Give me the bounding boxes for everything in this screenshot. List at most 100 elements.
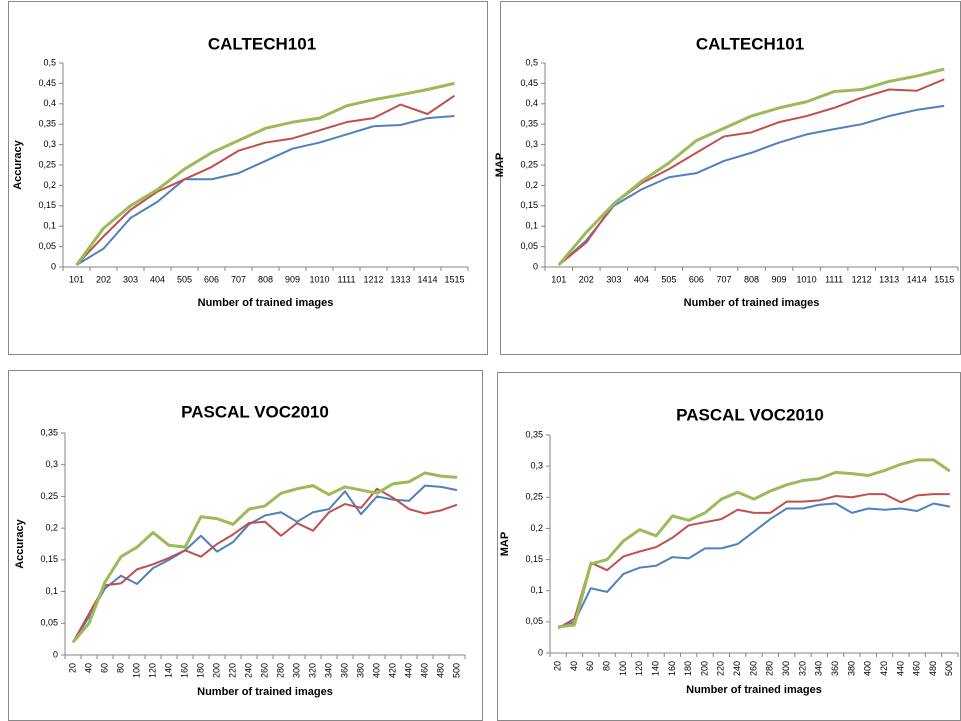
x-tick-label: 20 — [67, 663, 77, 673]
x-tick-label: 460 — [912, 661, 922, 676]
x-tick-label: 480 — [928, 661, 938, 676]
x-axis-title: Number of trained images — [686, 684, 822, 696]
x-tick-label: 606 — [204, 274, 219, 284]
x-tick-label: 1515 — [444, 274, 464, 284]
y-tick-label: 0,1 — [525, 221, 538, 231]
x-tick-label: 1414 — [417, 274, 437, 284]
y-axis-title: Accuracy — [14, 518, 26, 568]
y-tick-label: 0,15 — [520, 200, 538, 210]
y-tick-label: 0,25 — [520, 159, 538, 169]
y-tick-label: 0,1 — [530, 585, 543, 595]
x-tick-label: 1313 — [879, 274, 899, 284]
y-tick-label: 0,15 — [525, 554, 543, 564]
x-tick-label: 909 — [772, 274, 787, 284]
x-tick-label: 140 — [163, 663, 173, 678]
x-axis-title: Number of trained images — [197, 686, 333, 698]
x-tick-label: 160 — [179, 663, 189, 678]
y-tick-label: 0,3 — [43, 139, 56, 149]
x-axis-title: Number of trained images — [684, 297, 820, 309]
y-tick-label: 0,25 — [40, 491, 58, 501]
y-tick-label: 0,5 — [525, 57, 538, 67]
chart-title: PASCAL VOC2010 — [181, 402, 329, 421]
x-tick-label: 120 — [634, 661, 644, 676]
x-tick-label: 500 — [944, 661, 954, 676]
series-line — [557, 493, 950, 629]
y-axis-title: MAP — [494, 153, 506, 177]
y-tick-label: 0,35 — [520, 119, 538, 129]
x-tick-label: 303 — [123, 274, 138, 284]
x-tick-label: 440 — [403, 663, 413, 678]
y-tick-label: 0,15 — [38, 200, 56, 210]
x-tick-label: 260 — [259, 663, 269, 678]
x-tick-label: 100 — [131, 663, 141, 678]
y-tick-label: 0 — [533, 261, 538, 271]
x-tick-label: 80 — [115, 663, 125, 673]
y-tick-label: 0,2 — [43, 180, 56, 190]
series-line — [557, 67, 945, 266]
x-tick-label: 500 — [451, 663, 461, 678]
x-tick-label: 380 — [355, 663, 365, 678]
y-tick-label: 0,1 — [45, 586, 58, 596]
y-axis-title: MAP — [499, 532, 511, 556]
x-tick-label: 808 — [258, 274, 273, 284]
series-line — [71, 471, 458, 644]
x-tick-label: 1010 — [309, 274, 329, 284]
x-tick-label: 1414 — [907, 274, 927, 284]
x-tick-label: 404 — [150, 274, 165, 284]
x-tick-label: 480 — [435, 663, 445, 678]
y-tick-label: 0,05 — [520, 241, 538, 251]
y-tick-label: 0 — [53, 649, 58, 659]
y-tick-label: 0,4 — [525, 98, 538, 108]
x-tick-label: 400 — [371, 663, 381, 678]
y-tick-label: 0,25 — [38, 159, 56, 169]
x-tick-label: 200 — [211, 663, 221, 678]
y-tick-label: 0,45 — [38, 78, 56, 88]
chart-title: CALTECH101 — [208, 34, 316, 53]
y-axis-title: Accuracy — [12, 139, 24, 189]
x-tick-label: 1111 — [337, 274, 355, 284]
x-tick-label: 1212 — [852, 274, 872, 284]
y-tick-label: 0,2 — [45, 523, 58, 533]
x-tick-label: 420 — [879, 661, 889, 676]
y-tick-label: 0 — [51, 261, 56, 271]
x-tick-label: 404 — [634, 274, 649, 284]
series-line — [557, 502, 951, 630]
y-tick-label: 0,35 — [525, 429, 543, 439]
x-tick-label: 707 — [716, 274, 731, 284]
x-tick-label: 280 — [275, 663, 285, 678]
x-tick-label: 140 — [650, 661, 660, 676]
y-tick-label: 0,35 — [38, 119, 56, 129]
series-line — [558, 78, 945, 266]
x-tick-label: 240 — [243, 663, 253, 678]
x-tick-label: 180 — [195, 663, 205, 678]
x-tick-label: 340 — [323, 663, 333, 678]
x-tick-label: 40 — [83, 663, 93, 673]
x-tick-label: 180 — [683, 661, 693, 676]
x-tick-label: 1313 — [390, 274, 410, 284]
x-tick-label: 380 — [846, 661, 856, 676]
x-tick-label: 1010 — [797, 274, 817, 284]
x-tick-label: 707 — [231, 274, 246, 284]
series-line — [72, 487, 458, 643]
y-tick-label: 0,2 — [530, 523, 543, 533]
x-tick-label: 300 — [291, 663, 301, 678]
x-tick-label: 60 — [99, 663, 109, 673]
x-tick-label: 202 — [579, 274, 594, 284]
y-tick-label: 0,5 — [43, 57, 56, 67]
x-tick-label: 320 — [307, 663, 317, 678]
series-line — [558, 104, 945, 266]
x-tick-label: 280 — [765, 661, 775, 676]
x-tick-label: 260 — [748, 661, 758, 676]
x-tick-label: 440 — [895, 661, 905, 676]
y-tick-label: 0,1 — [43, 221, 56, 231]
y-tick-label: 0,05 — [525, 616, 543, 626]
x-tick-label: 60 — [585, 661, 595, 671]
y-tick-label: 0,05 — [40, 618, 58, 628]
x-tick-label: 40 — [569, 661, 579, 671]
x-tick-label: 101 — [69, 274, 84, 284]
series-line — [75, 115, 455, 266]
y-tick-label: 0,2 — [525, 180, 538, 190]
x-tick-label: 20 — [553, 661, 563, 671]
x-tick-label: 300 — [781, 661, 791, 676]
